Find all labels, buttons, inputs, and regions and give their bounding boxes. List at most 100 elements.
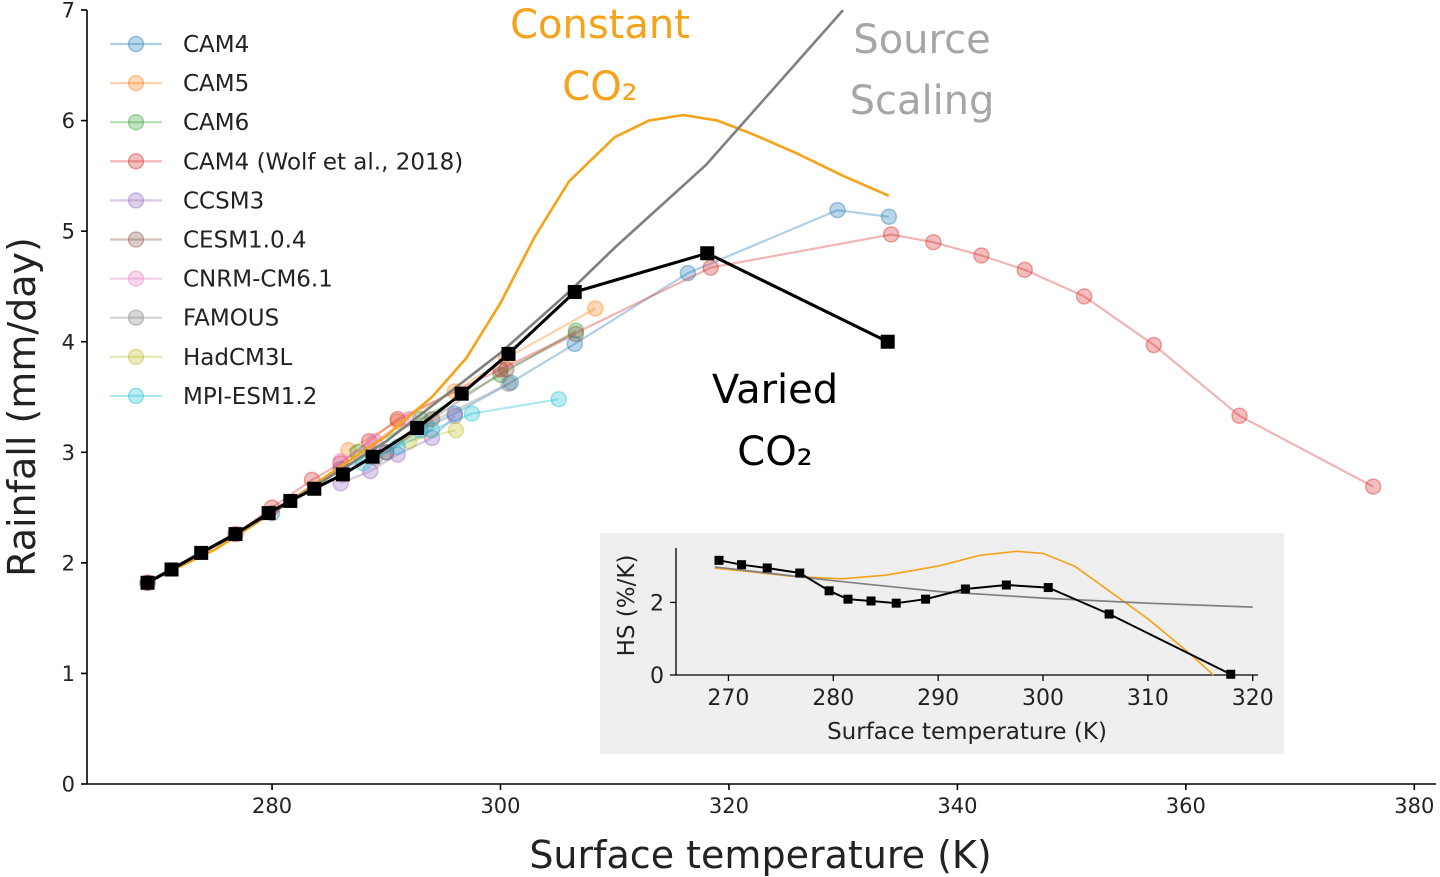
x-tick-label: 280 — [812, 686, 854, 711]
legend-marker — [127, 387, 145, 405]
data-point — [446, 405, 464, 422]
y-tick-label: 1 — [62, 662, 75, 686]
data-point — [194, 545, 209, 560]
y-tick-label: 5 — [62, 220, 75, 244]
x-tick-label: 300 — [1022, 686, 1064, 711]
data-point — [500, 375, 517, 392]
data-point — [410, 420, 425, 435]
legend-item: HadCM3L — [110, 345, 293, 371]
legend-label: MPI-ESM1.2 — [183, 384, 317, 410]
series-line — [146, 233, 1374, 584]
data-point — [880, 334, 895, 349]
data-point — [795, 568, 805, 578]
data-point — [567, 322, 585, 339]
data-point — [140, 575, 155, 590]
legend: CAM4 CAM5 CAM6 CAM4 (Wolf et al., 2018) CCSM… — [110, 32, 463, 410]
annotation-source: Source Scaling — [850, 17, 995, 124]
data-point — [880, 208, 898, 226]
legend-marker — [127, 153, 145, 170]
series-source-scaling — [145, 10, 845, 584]
annotations: Constant CO₂ Source Scaling Varied CO₂ — [510, 2, 994, 475]
annotation-line: Varied — [712, 367, 838, 413]
data-point — [714, 555, 724, 565]
series-mpi-esm1-2 — [355, 390, 568, 472]
x-tick-label: 320 — [1232, 686, 1274, 711]
data-point — [497, 361, 515, 378]
data-point — [702, 259, 719, 276]
series-hadcm3l — [400, 421, 465, 450]
data-point — [829, 201, 846, 219]
data-point — [261, 506, 276, 521]
legend-label: CAM4 (Wolf et al., 2018) — [183, 149, 463, 175]
y-axis-label: Rainfall (mm/day) — [0, 237, 44, 577]
legend-item: FAMOUS — [110, 306, 279, 332]
data-point — [335, 467, 350, 482]
data-point — [1104, 609, 1114, 619]
x-axis-label: Surface temperature (K) — [827, 719, 1107, 745]
data-point — [340, 441, 357, 459]
legend-label: CAM5 — [183, 71, 249, 97]
legend-marker — [127, 231, 145, 248]
data-point — [824, 586, 834, 596]
legend-label: FAMOUS — [183, 306, 279, 332]
legend-marker — [127, 192, 145, 209]
data-point — [737, 560, 747, 570]
x-axis-label: Surface temperature (K) — [529, 833, 991, 877]
data-point — [447, 421, 465, 439]
data-point — [1226, 669, 1236, 679]
data-point — [389, 446, 406, 463]
data-point — [365, 449, 380, 464]
data-point — [1075, 288, 1093, 305]
legend-label: CAM6 — [183, 110, 249, 136]
data-point — [679, 264, 697, 282]
data-point — [1043, 583, 1053, 593]
series-line — [340, 415, 456, 485]
data-point — [925, 233, 942, 251]
data-point — [502, 374, 520, 391]
series-line — [408, 429, 457, 443]
y-axis-label: HS (%/K) — [614, 555, 640, 657]
legend-item: MPI-ESM1.2 — [110, 384, 317, 410]
legend-item: CESM1.0.4 — [110, 228, 307, 254]
y-tick-label: 7 — [62, 0, 75, 23]
x-tick-label: 290 — [917, 686, 959, 711]
data-point — [1364, 478, 1382, 495]
data-point — [423, 429, 441, 447]
series-line — [385, 333, 577, 454]
legend-label: CNRM-CM6.1 — [183, 267, 333, 293]
series-line — [145, 10, 845, 584]
series-line — [145, 113, 890, 584]
legend-item: CAM4 — [110, 32, 249, 58]
x-tick-label: 380 — [1394, 794, 1434, 818]
plot-area — [139, 10, 1382, 592]
data-point — [1016, 261, 1034, 279]
annotation-line: CO₂ — [737, 429, 812, 475]
series-cam5 — [340, 300, 604, 459]
data-point — [307, 481, 322, 496]
legend-marker — [127, 74, 145, 92]
legend-marker — [127, 113, 145, 131]
y-tick-label: 3 — [62, 441, 75, 465]
y-tick-label: 0 — [62, 773, 75, 797]
annotation-constant: Constant CO₂ — [510, 2, 690, 110]
series-series — [714, 555, 1236, 679]
data-point — [567, 325, 585, 343]
legend-label: CAM4 — [183, 32, 249, 58]
inset-plot: 270 280 290 300 310 320 0 2 Surface temperature … — [600, 533, 1284, 754]
annotation-line: Constant — [510, 2, 690, 48]
data-point — [501, 346, 516, 361]
data-point — [1231, 407, 1248, 425]
series-line — [718, 559, 1232, 676]
x-tick-label: 310 — [1127, 686, 1169, 711]
data-point — [164, 562, 179, 577]
data-point — [423, 421, 441, 439]
data-point — [283, 493, 298, 508]
data-point — [1145, 336, 1163, 354]
y-tick-label: 2 — [62, 551, 75, 575]
annotation-varied: Varied CO₂ — [712, 367, 838, 475]
data-point — [891, 598, 901, 608]
data-point — [228, 527, 243, 542]
series-varied-co- — [140, 246, 895, 590]
y-tick-label: 0 — [650, 664, 664, 689]
